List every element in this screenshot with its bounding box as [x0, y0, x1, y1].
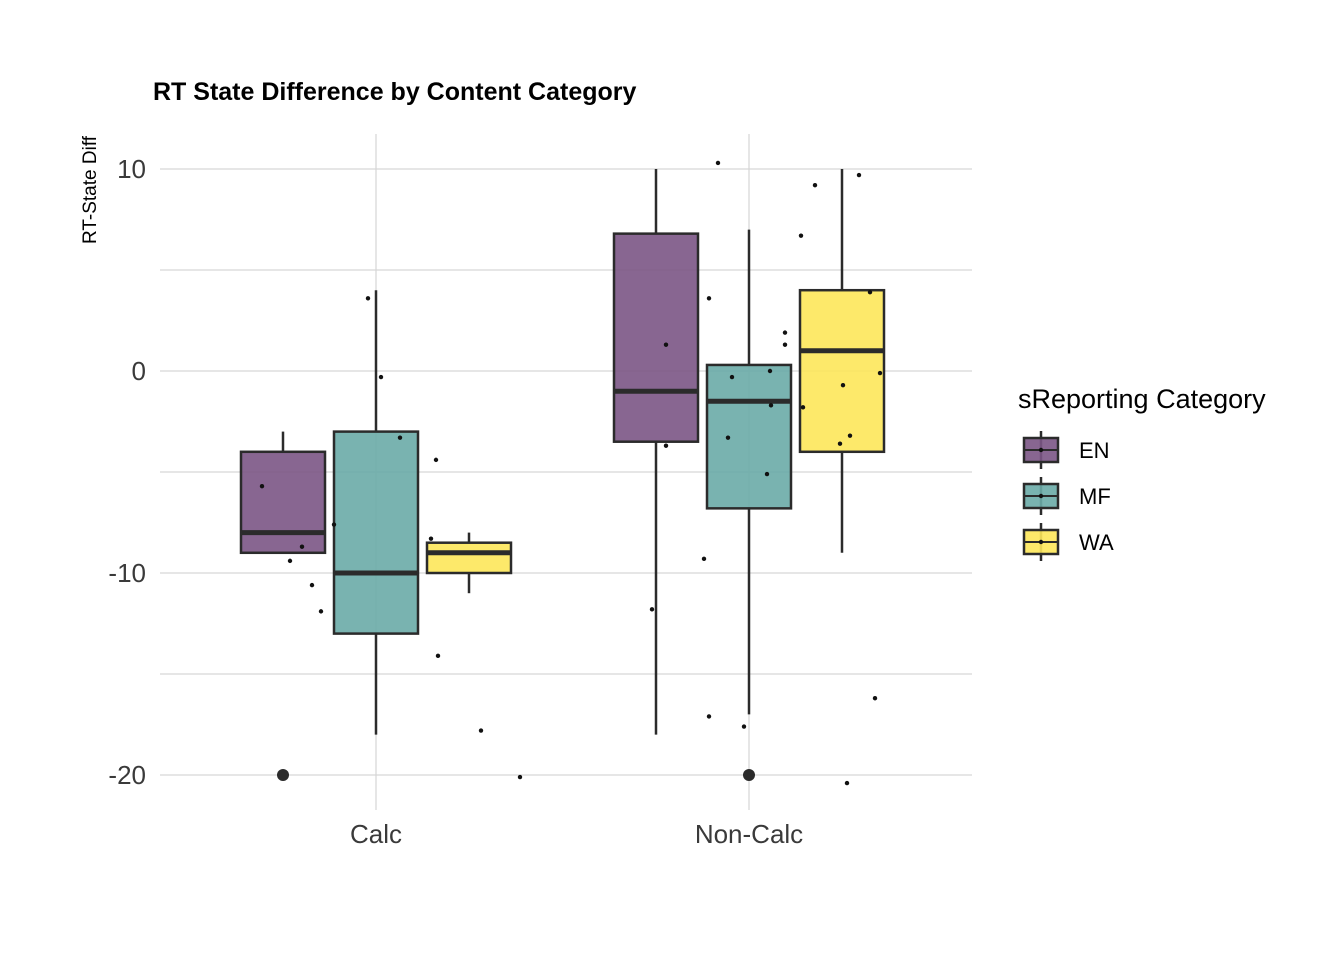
jitter-point — [782, 342, 788, 347]
box-body — [798, 288, 886, 454]
y-axis-label: RT-State Diff — [80, 135, 101, 244]
jitter-point — [299, 544, 305, 549]
box-series — [239, 169, 886, 781]
jitter-point — [768, 403, 774, 408]
x-axis-ticks: Calc Non-Calc — [350, 819, 803, 849]
chart-title: RT State Difference by Content Category — [153, 78, 637, 106]
jitter-point — [715, 160, 721, 166]
jitter-point — [812, 182, 818, 188]
box-body — [612, 232, 700, 443]
box-body — [425, 541, 513, 575]
jitter-point — [837, 441, 843, 446]
jitter-point — [725, 435, 731, 440]
jitter-point — [365, 296, 371, 301]
box-body — [332, 430, 420, 635]
jitter-point — [478, 728, 484, 733]
jitter-point — [764, 471, 770, 477]
jitter-point — [309, 582, 315, 588]
jitter-point — [287, 558, 293, 564]
legend-entry-en: EN — [1022, 431, 1110, 469]
box-mf-non-calc — [705, 229, 793, 781]
box-mf-calc — [332, 290, 420, 735]
jitter-point — [378, 374, 384, 380]
legend-entry-wa: WA — [1022, 523, 1114, 561]
box-wa-calc — [425, 532, 513, 594]
jitter-point — [649, 607, 655, 612]
box-wa-non-calc — [798, 169, 886, 553]
y-axis-ticks: 10 0 -10 -20 — [108, 154, 146, 790]
jitter-point — [433, 457, 439, 463]
outlier-point — [277, 769, 289, 781]
box-en-calc — [239, 431, 327, 781]
legend-entry-mf: MF — [1022, 477, 1111, 515]
jitter-point — [741, 724, 747, 729]
y-tick-label: 10 — [117, 154, 146, 184]
jitter-point — [428, 536, 434, 541]
jitter-point — [435, 653, 441, 659]
legend-key-point — [1038, 493, 1044, 499]
jitter-point — [856, 172, 862, 178]
x-tick-label: Non-Calc — [695, 819, 803, 849]
jitter-point — [706, 296, 712, 301]
jitter-point — [729, 374, 735, 380]
legend-label: WA — [1079, 530, 1114, 555]
jitter-point — [798, 233, 804, 238]
box-en-non-calc — [612, 169, 700, 735]
y-tick-label: 0 — [132, 356, 146, 386]
legend-title: sReporting Category — [1018, 384, 1266, 414]
jitter-point — [840, 382, 846, 388]
legend-label: MF — [1079, 484, 1111, 509]
legend-key-point — [1038, 447, 1044, 453]
jitter-point — [706, 714, 712, 719]
legend-label: EN — [1079, 438, 1110, 463]
jitter-point — [397, 435, 403, 440]
legend-key-point — [1038, 539, 1044, 545]
jitter-point — [844, 780, 850, 786]
jitter-points — [259, 160, 883, 786]
jitter-point — [877, 370, 883, 376]
jitter-point — [663, 342, 669, 347]
jitter-point — [847, 433, 853, 438]
jitter-point — [259, 483, 265, 489]
outlier-point — [743, 769, 755, 781]
jitter-point — [331, 522, 337, 527]
box-body — [705, 363, 793, 510]
jitter-point — [782, 330, 788, 335]
jitter-point — [701, 556, 707, 562]
jitter-point — [867, 290, 873, 295]
y-tick-label: -10 — [108, 558, 146, 588]
jitter-point — [663, 443, 669, 448]
x-tick-label: Calc — [350, 819, 402, 849]
jitter-point — [872, 696, 878, 701]
legend: sReporting Category EN MF WA — [1018, 384, 1266, 561]
jitter-point — [517, 774, 523, 780]
jitter-point — [318, 609, 324, 614]
jitter-point — [800, 405, 806, 410]
y-tick-label: -20 — [108, 760, 146, 790]
jitter-point — [767, 368, 773, 374]
box-body — [239, 450, 327, 555]
